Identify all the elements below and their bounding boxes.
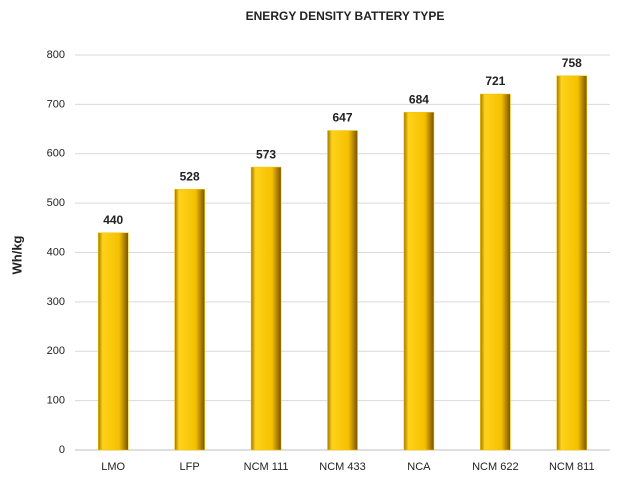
data-label: 721 — [485, 74, 505, 88]
y-tick-label: 700 — [47, 98, 65, 110]
x-tick-label: NCM 111 — [244, 461, 289, 473]
y-tick-label: 300 — [47, 296, 65, 308]
bar — [403, 112, 435, 451]
y-tick-label: 0 — [59, 444, 65, 456]
x-tick-label: LMO — [101, 461, 125, 473]
bar — [174, 189, 205, 451]
data-label: 440 — [103, 213, 123, 227]
y-tick-label: 500 — [47, 197, 65, 209]
data-label: 758 — [562, 56, 582, 70]
y-tick-label: 600 — [47, 148, 65, 160]
bar — [250, 166, 282, 451]
bar — [327, 130, 358, 451]
y-axis-title: Wh/kg — [9, 235, 24, 274]
x-tick-label: NCA — [407, 461, 431, 473]
x-tick-label: NCM 622 — [472, 461, 518, 473]
data-label: 647 — [332, 111, 352, 125]
x-tick-label: NCM 811 — [549, 461, 595, 473]
data-label: 528 — [180, 169, 200, 183]
y-tick-label: 200 — [47, 345, 65, 357]
bar — [480, 93, 511, 451]
x-tick-label: NCM 433 — [319, 461, 365, 473]
y-tick-label: 400 — [47, 246, 65, 258]
bar — [556, 75, 588, 451]
y-tick-label: 100 — [47, 395, 65, 407]
y-tick-label: 800 — [47, 49, 65, 61]
data-label: 684 — [409, 92, 429, 106]
bar — [97, 232, 129, 451]
data-label: 573 — [256, 147, 276, 161]
x-tick-label: LFP — [180, 461, 200, 473]
chart-title: ENERGY DENSITY BATTERY TYPE — [246, 9, 445, 23]
